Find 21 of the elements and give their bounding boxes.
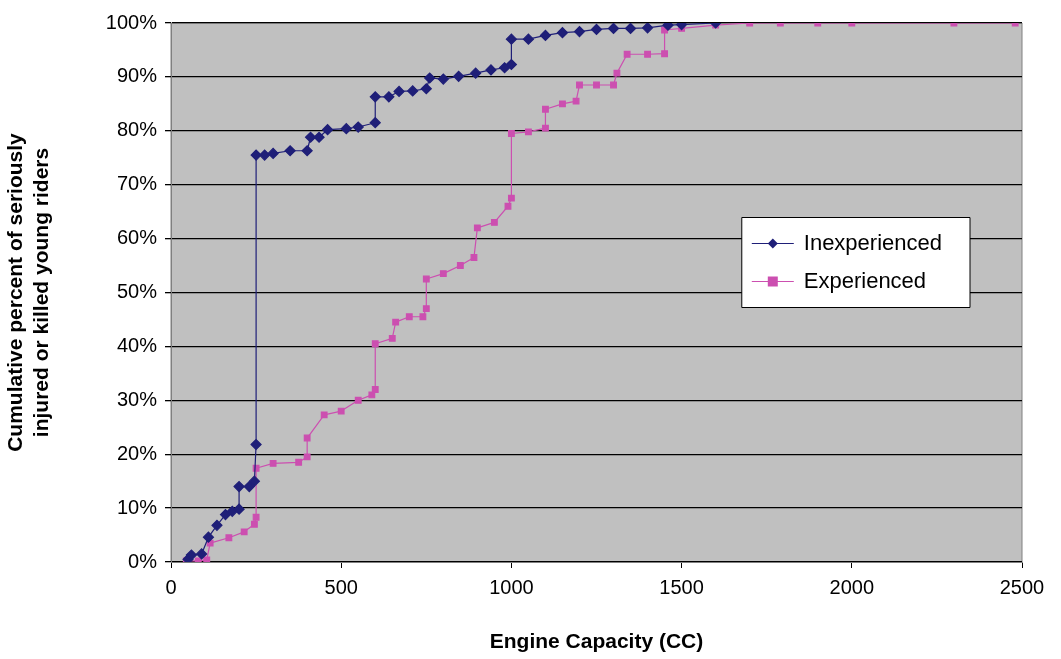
legend-label: Experienced xyxy=(803,267,927,293)
y-tick-label: 20% xyxy=(116,441,158,464)
y-tick-label: 10% xyxy=(116,495,158,518)
y-tick-label: 0% xyxy=(128,549,158,572)
legend-label: Inexperienced xyxy=(803,229,943,255)
y-tick-label: 60% xyxy=(116,226,158,249)
y-tick-label: 100% xyxy=(105,10,158,33)
x-tick-label: 0 xyxy=(165,575,177,598)
y-tick-label: 30% xyxy=(116,387,158,410)
y-tick-label: 90% xyxy=(116,64,158,87)
x-axis-title: Engine Capacity (CC) xyxy=(489,629,704,653)
y-axis-title: Cumulative percent of seriously injured or killed young riders xyxy=(3,132,52,452)
y-tick-label: 80% xyxy=(116,118,158,141)
x-tick-label: 2500 xyxy=(999,575,1045,598)
y-tick-label: 70% xyxy=(116,172,158,195)
x-tick-label: 2000 xyxy=(829,575,875,598)
y-tick-label: 50% xyxy=(116,280,158,303)
x-tick-label: 1500 xyxy=(659,575,704,598)
y-tick-label: 40% xyxy=(116,333,158,356)
x-tick-label: 500 xyxy=(324,575,358,598)
x-tick-label: 1000 xyxy=(489,575,534,598)
